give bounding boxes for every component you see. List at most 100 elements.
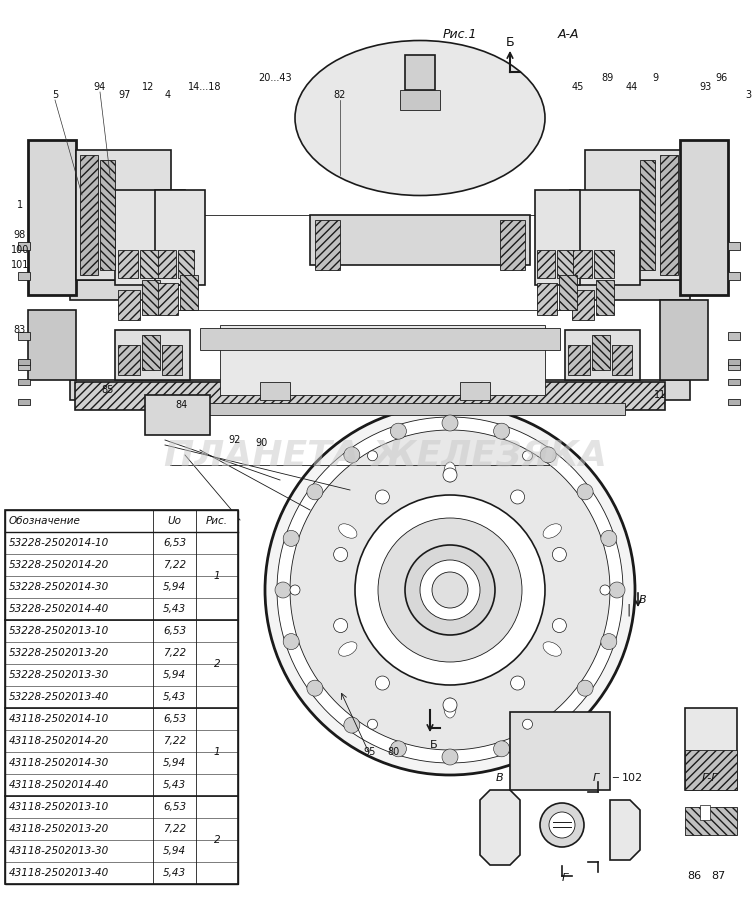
- Ellipse shape: [543, 642, 562, 656]
- Text: 84: 84: [176, 400, 188, 410]
- Text: 6,53: 6,53: [163, 626, 186, 636]
- Text: Б: Б: [506, 35, 514, 49]
- Bar: [728, 362, 740, 370]
- Text: 6,53: 6,53: [163, 538, 186, 548]
- Text: 7,22: 7,22: [163, 824, 186, 834]
- Circle shape: [405, 545, 495, 635]
- Circle shape: [432, 572, 468, 608]
- Circle shape: [390, 741, 406, 757]
- Text: 45: 45: [572, 82, 584, 92]
- Text: 9: 9: [652, 73, 658, 83]
- Circle shape: [442, 415, 458, 431]
- Bar: [142, 280, 160, 315]
- Bar: [596, 280, 614, 315]
- Bar: [180, 275, 198, 310]
- Text: 11: 11: [654, 390, 666, 400]
- Bar: [28, 310, 76, 380]
- Text: В: В: [496, 773, 504, 783]
- Text: 2: 2: [214, 659, 220, 669]
- Bar: [592, 335, 610, 370]
- Text: 43118-2502014-30: 43118-2502014-30: [9, 758, 109, 768]
- Text: 7,22: 7,22: [163, 560, 186, 570]
- Text: 14...18: 14...18: [188, 82, 222, 92]
- Text: 82: 82: [334, 90, 347, 100]
- Text: |: |: [627, 604, 631, 617]
- Circle shape: [283, 530, 299, 546]
- Text: А-А: А-А: [557, 29, 579, 41]
- Circle shape: [540, 717, 556, 734]
- Bar: [728, 272, 740, 280]
- Text: 96: 96: [716, 73, 728, 83]
- Circle shape: [510, 676, 525, 690]
- Circle shape: [540, 447, 556, 463]
- Ellipse shape: [444, 698, 456, 718]
- Text: ─: ─: [612, 773, 618, 783]
- Ellipse shape: [295, 40, 545, 195]
- Text: 53228-2502014-20: 53228-2502014-20: [9, 560, 109, 570]
- Circle shape: [553, 618, 566, 633]
- Bar: [220, 325, 545, 395]
- Circle shape: [375, 676, 390, 690]
- Text: Обозначение: Обозначение: [9, 516, 81, 526]
- Text: 97: 97: [119, 90, 131, 100]
- Text: 5: 5: [52, 90, 58, 100]
- Text: 5,43: 5,43: [163, 692, 186, 702]
- Text: 95: 95: [364, 747, 376, 757]
- Text: 43118-2502014-20: 43118-2502014-20: [9, 736, 109, 746]
- Text: Рис.: Рис.: [206, 516, 228, 526]
- Bar: [568, 345, 590, 375]
- Text: 53228-2502014-30: 53228-2502014-30: [9, 582, 109, 592]
- Text: ПЛАНЕТА ЖЕЛЕЗЯКА: ПЛАНЕТА ЖЕЛЕЗЯКА: [164, 438, 606, 472]
- Bar: [115, 190, 185, 285]
- Bar: [685, 750, 737, 790]
- Circle shape: [368, 451, 378, 461]
- Bar: [685, 708, 737, 790]
- Ellipse shape: [444, 462, 456, 482]
- Text: 5,43: 5,43: [163, 868, 186, 878]
- Text: 6,53: 6,53: [163, 714, 186, 724]
- Bar: [100, 160, 115, 270]
- Bar: [660, 300, 708, 380]
- Circle shape: [540, 803, 584, 847]
- Circle shape: [277, 417, 623, 763]
- Bar: [5, 510, 238, 884]
- Text: Г: Г: [562, 873, 568, 883]
- Bar: [559, 275, 577, 310]
- Bar: [80, 155, 98, 275]
- Text: 5,43: 5,43: [163, 780, 186, 790]
- Text: 80: 80: [387, 747, 399, 757]
- Bar: [28, 140, 76, 295]
- Bar: [18, 272, 30, 280]
- Text: 5,43: 5,43: [163, 604, 186, 614]
- Text: 7,22: 7,22: [163, 648, 186, 658]
- Text: 53228-2502013-20: 53228-2502013-20: [9, 648, 109, 658]
- Bar: [155, 190, 205, 285]
- Bar: [5, 510, 238, 884]
- Circle shape: [390, 423, 406, 439]
- Bar: [585, 150, 680, 280]
- Text: Uо: Uо: [168, 516, 181, 526]
- Bar: [557, 250, 573, 278]
- Circle shape: [375, 490, 390, 504]
- Circle shape: [522, 719, 532, 729]
- Bar: [115, 330, 190, 380]
- Bar: [118, 250, 138, 278]
- Text: 43118-2502013-30: 43118-2502013-30: [9, 846, 109, 856]
- Circle shape: [307, 484, 323, 500]
- Text: 12: 12: [142, 82, 154, 92]
- Text: 43118-2502013-10: 43118-2502013-10: [9, 802, 109, 812]
- Text: 53228-2502013-30: 53228-2502013-30: [9, 670, 109, 680]
- Text: 53228-2502014-40: 53228-2502014-40: [9, 604, 109, 614]
- Bar: [145, 395, 210, 435]
- Text: 5,94: 5,94: [163, 846, 186, 856]
- Text: 5,94: 5,94: [163, 758, 186, 768]
- Text: 2: 2: [214, 835, 220, 845]
- Text: 94: 94: [94, 82, 106, 92]
- Bar: [572, 290, 594, 320]
- Bar: [535, 190, 580, 285]
- Bar: [70, 280, 690, 300]
- Bar: [460, 382, 490, 400]
- Text: 43118-2502014-10: 43118-2502014-10: [9, 714, 109, 724]
- Circle shape: [420, 560, 480, 620]
- Bar: [162, 345, 182, 375]
